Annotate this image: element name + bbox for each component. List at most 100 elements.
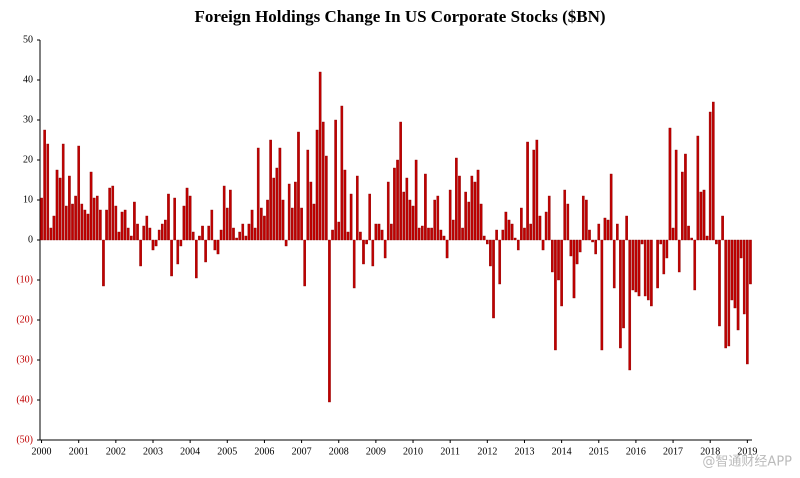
bar [284,239,288,247]
bar [668,127,672,241]
bar [411,205,415,241]
bar [551,239,554,273]
bar [597,223,601,241]
bar [507,219,511,241]
bar [207,225,211,241]
bar [727,239,731,347]
bar [173,197,176,241]
bar [272,177,276,241]
bar [634,239,638,293]
x-tick-label: 2015 [589,446,609,457]
bar [188,195,192,241]
bar [699,191,703,241]
bar [139,239,142,267]
bar [71,203,74,241]
bar [420,225,424,241]
bar [232,227,235,241]
bar [612,239,616,289]
x-tick-label: 2016 [626,446,646,457]
bar [52,215,56,241]
bar [616,223,619,241]
bar [532,149,536,241]
bar [458,175,461,241]
y-tick-label: 30 [23,114,33,125]
bar [501,229,505,241]
bar [640,239,644,245]
y-tick-label: (50) [16,434,33,445]
bar [690,237,693,241]
bar [176,239,180,265]
bar [541,239,545,251]
bar [448,189,452,241]
bar [715,239,718,245]
bar [55,169,59,241]
bar [538,215,542,241]
bar [529,223,532,241]
bar [386,181,390,241]
bar [470,175,474,241]
bar [498,239,502,285]
bar [46,143,50,241]
bar [711,101,715,241]
bar [154,239,158,247]
bar [687,225,690,241]
x-tick-label: 2012 [477,446,497,457]
bar [408,199,412,241]
bar [198,235,201,241]
bar [513,237,517,241]
bar [306,149,310,241]
x-tick-label: 2019 [737,446,757,457]
bar [628,239,632,371]
bar [294,181,297,241]
bar [64,205,68,241]
bar [739,239,743,259]
bar [40,197,43,241]
bar [504,211,508,241]
bar [414,159,418,241]
bar [222,185,226,241]
bar [86,213,90,241]
bar [136,223,139,241]
bar [43,129,46,241]
bar [646,239,650,301]
bar [377,223,381,241]
bar [238,231,241,241]
bar [399,121,402,241]
bar [486,239,489,245]
bar [297,131,300,241]
bar [244,235,248,241]
bar [61,143,65,241]
bar [588,229,591,241]
bar [241,223,245,241]
bar [643,239,647,297]
bar [229,189,232,241]
y-tick-label: 50 [23,34,33,45]
bar [665,239,669,259]
y-tick-label: (40) [16,394,33,405]
bar [130,235,133,241]
bar [111,185,115,241]
bar [346,231,350,241]
bar [105,209,108,241]
bar [256,147,260,241]
x-tick-label: 2011 [440,446,460,457]
bar [619,239,622,349]
bar [195,239,198,279]
x-tick-label: 2017 [663,446,683,457]
bar [445,239,449,259]
bar [535,139,539,241]
bar [473,181,477,241]
bar [142,225,146,241]
bar [334,119,337,241]
bar [151,239,155,251]
bar [225,207,229,241]
y-tick-label: 20 [23,154,33,165]
bar [309,181,313,241]
bar [436,195,440,241]
bar [328,239,331,403]
bar [368,193,372,241]
x-tick-label: 2007 [292,446,312,457]
bar [544,211,548,241]
bar [160,223,164,241]
bar [352,239,356,289]
